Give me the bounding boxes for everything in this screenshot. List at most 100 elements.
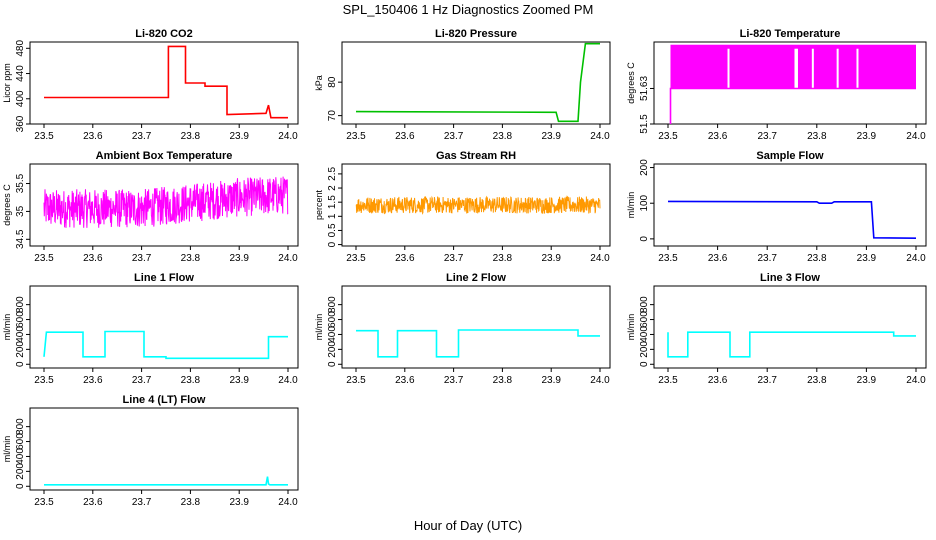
- series-line: [44, 45, 288, 119]
- panel-title: Line 3 Flow: [760, 272, 820, 284]
- band-gap: [856, 48, 859, 89]
- x-tick-label: 23.5: [658, 131, 678, 142]
- x-tick-label: 23.6: [395, 131, 415, 142]
- y-tick-label: 400: [327, 326, 338, 343]
- y-tick-label: 0: [639, 236, 650, 242]
- x-tick-label: 23.5: [34, 253, 54, 264]
- y-axis-label: ml/min: [626, 192, 636, 219]
- y-tick-label: 100: [639, 194, 650, 211]
- y-tick-label: 800: [327, 296, 338, 313]
- x-tick-label: 23.5: [34, 375, 54, 386]
- panel-8: Line 3 Flow ml/min 23.5 23.6 23.7 23.8 23.9 24.…: [626, 272, 927, 386]
- panel-title: Li-820 Pressure: [435, 28, 517, 40]
- x-tick-label: 23.8: [807, 375, 827, 386]
- plot-box: [653, 41, 927, 125]
- x-tick-label: 23.8: [807, 253, 827, 264]
- x-tick-label: 23.9: [541, 375, 561, 386]
- panel-3: Ambient Box Temperature degrees C 23.5 23.6…: [2, 150, 299, 264]
- y-axis-label: Licor ppm: [2, 63, 12, 103]
- x-tick-label: 23.9: [229, 131, 249, 142]
- y-tick-label: 480: [15, 40, 26, 57]
- y-tick-label: 51.5: [639, 114, 650, 134]
- y-tick-label: 200: [15, 341, 26, 358]
- y-tick-label: 800: [15, 418, 26, 435]
- series-line: [44, 476, 288, 486]
- y-tick-label: 440: [15, 65, 26, 82]
- x-tick-label: 23.8: [181, 131, 201, 142]
- x-tick-label: 23.8: [181, 375, 201, 386]
- y-tick-label: 0: [639, 361, 650, 367]
- band-gap: [836, 48, 839, 89]
- series-line: [669, 87, 916, 124]
- x-tick-label: 23.5: [346, 375, 366, 386]
- y-tick-label: 400: [639, 326, 650, 343]
- band-gap: [727, 48, 730, 89]
- y-axis-label: ml/min: [314, 314, 324, 341]
- series-band: [670, 44, 916, 89]
- x-tick-label: 23.7: [132, 375, 152, 386]
- y-tick-label: 200: [639, 341, 650, 358]
- x-tick-label: 23.9: [541, 131, 561, 142]
- plot-box: [341, 163, 611, 247]
- y-tick-label: 600: [639, 311, 650, 328]
- plot-box: [653, 285, 927, 369]
- x-tick-label: 23.6: [708, 131, 728, 142]
- x-tick-label: 23.9: [857, 253, 877, 264]
- x-tick-label: 23.6: [83, 497, 103, 508]
- y-axis-label: ml/min: [2, 314, 12, 341]
- y-tick-label: 0: [15, 361, 26, 367]
- y-tick-label: 1: [327, 213, 338, 219]
- x-tick-label: 23.9: [857, 131, 877, 142]
- x-tick-label: 24.0: [906, 253, 926, 264]
- plot-box: [29, 285, 299, 369]
- band-gap: [795, 48, 798, 89]
- x-tick-label: 23.6: [83, 253, 103, 264]
- series-line: [355, 195, 601, 215]
- panel-title: Li-820 CO2: [135, 28, 192, 40]
- x-tick-label: 23.9: [229, 253, 249, 264]
- panel-7: Line 2 Flow ml/min 23.5 23.6 23.7 23.8 23.9 24.…: [314, 272, 611, 386]
- y-tick-label: 0: [15, 483, 26, 489]
- y-axis-label: degrees C: [626, 62, 636, 104]
- y-tick-label: 400: [15, 448, 26, 465]
- panel-2: Li-820 Temperature degrees C 23.5 23.6 23.7 2…: [626, 28, 927, 142]
- y-tick-label: 0: [327, 361, 338, 367]
- x-tick-label: 23.7: [132, 253, 152, 264]
- y-tick-label: 400: [15, 90, 26, 107]
- panel-5: Sample Flow ml/min 23.5 23.6 23.7 23.8 23.9 24.…: [626, 150, 927, 264]
- x-tick-label: 23.8: [181, 253, 201, 264]
- x-tick-label: 23.8: [493, 131, 513, 142]
- series-line: [355, 42, 600, 123]
- figure-xlabel: Hour of Day (UTC): [414, 518, 522, 533]
- x-tick-label: 23.6: [395, 253, 415, 264]
- x-tick-label: 23.6: [83, 131, 103, 142]
- x-tick-label: 23.8: [493, 253, 513, 264]
- panel-1: Li-820 Pressure kPa 23.5 23.6 23.7 23.8 23.9 24…: [314, 28, 611, 142]
- y-tick-label: 800: [639, 296, 650, 313]
- y-tick-label: 1.5: [327, 195, 338, 209]
- panel-title: Li-820 Temperature: [740, 28, 841, 40]
- x-tick-label: 23.6: [708, 253, 728, 264]
- x-tick-label: 24.0: [590, 131, 610, 142]
- x-tick-label: 23.9: [541, 253, 561, 264]
- y-tick-label: 800: [15, 296, 26, 313]
- x-tick-label: 23.9: [229, 497, 249, 508]
- y-tick-label: 200: [639, 159, 650, 176]
- x-tick-label: 23.9: [229, 375, 249, 386]
- panel-title: Line 4 (LT) Flow: [123, 394, 206, 406]
- y-axis-label: ml/min: [2, 436, 12, 463]
- y-tick-label: 200: [15, 463, 26, 480]
- band-gap: [811, 48, 814, 89]
- y-tick-label: 0: [327, 241, 338, 247]
- panel-title: Line 2 Flow: [446, 272, 506, 284]
- y-tick-label: 2: [327, 185, 338, 191]
- y-tick-label: 400: [15, 326, 26, 343]
- y-tick-label: 200: [327, 341, 338, 358]
- x-tick-label: 23.5: [34, 497, 54, 508]
- x-tick-label: 23.7: [757, 131, 777, 142]
- x-tick-label: 24.0: [590, 253, 610, 264]
- x-tick-label: 23.7: [757, 253, 777, 264]
- x-tick-label: 23.5: [658, 375, 678, 386]
- panel-title: Line 1 Flow: [134, 272, 194, 284]
- x-tick-label: 23.7: [757, 375, 777, 386]
